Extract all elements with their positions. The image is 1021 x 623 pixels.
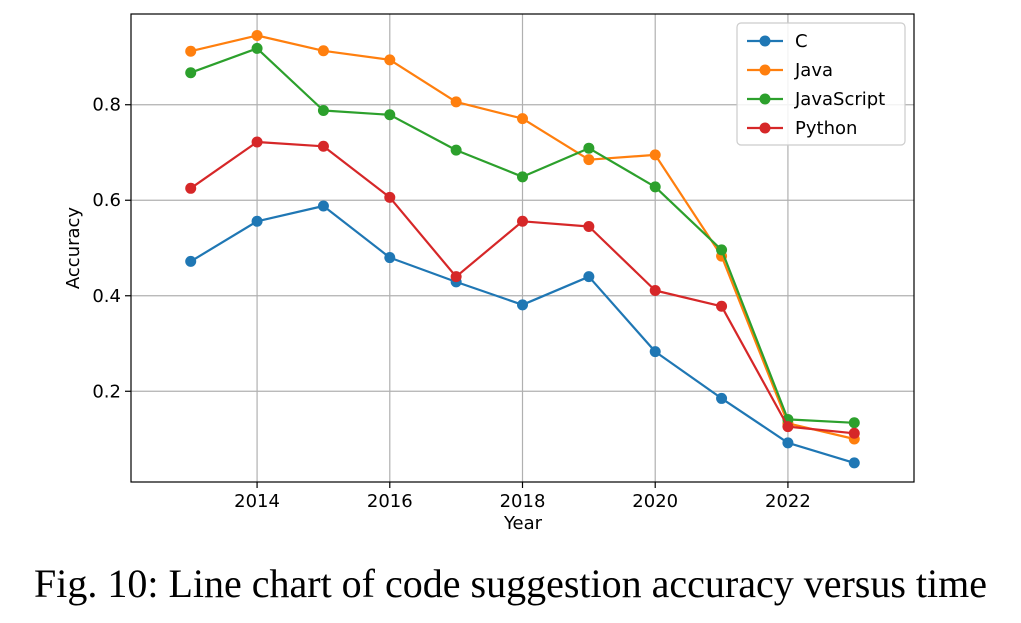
data-point-python — [450, 271, 462, 283]
data-point-python — [649, 285, 661, 297]
data-point-java — [450, 96, 462, 108]
data-point-python — [848, 427, 860, 439]
plot-area-frame — [130, 13, 915, 483]
data-point-python — [583, 221, 595, 233]
data-point-java — [517, 113, 528, 125]
data-point-c — [848, 457, 860, 469]
data-point-python — [517, 215, 528, 227]
data-point-javascript — [185, 67, 197, 79]
data-point-javascript — [450, 144, 462, 156]
legend-label: Java — [794, 60, 833, 81]
legend-label: C — [795, 31, 808, 52]
legend-swatch-marker — [759, 35, 771, 47]
legend-swatch-marker — [759, 64, 771, 76]
data-point-java — [583, 154, 595, 166]
data-point-c — [185, 255, 197, 267]
axes: 2014 2016 2018 2020 2022 0.2 0.4 0.6 0.8 — [92, 95, 810, 512]
data-point-c — [251, 215, 263, 227]
data-point-python — [317, 140, 329, 152]
x-tick-label: 2020 — [632, 491, 678, 512]
data-point-java — [251, 29, 263, 41]
x-tick-label: 2022 — [765, 491, 811, 512]
data-point-python — [782, 421, 794, 433]
series-lines — [185, 29, 860, 469]
data-point-python — [716, 300, 728, 312]
x-tick-label: 2014 — [234, 491, 280, 512]
data-point-java — [185, 45, 197, 57]
legend-box — [736, 22, 906, 146]
data-point-python — [251, 136, 263, 148]
legend-label: JavaScript — [794, 89, 885, 110]
data-point-c — [384, 252, 396, 264]
y-tick-label: 0.8 — [92, 95, 121, 116]
data-point-javascript — [251, 42, 263, 54]
data-point-javascript — [649, 181, 661, 193]
data-point-python — [384, 191, 396, 203]
data-point-javascript — [848, 417, 860, 429]
data-point-java — [384, 54, 396, 66]
data-point-c — [649, 346, 661, 358]
data-point-javascript — [517, 171, 528, 183]
line-chart: 2014 2016 2018 2020 2022 0.2 0.4 0.6 0.8 C Java Ja… — [63, 13, 915, 534]
x-tick-label: 2018 — [500, 491, 546, 512]
data-point-java — [649, 149, 661, 161]
data-point-javascript — [384, 109, 396, 121]
legend-swatch-marker — [759, 122, 771, 134]
data-point-c — [716, 392, 728, 404]
data-point-javascript — [716, 244, 728, 256]
data-point-java — [317, 45, 329, 57]
legend-label: Python — [795, 118, 857, 139]
figure-caption: Fig. 10: Line chart of code suggestion a… — [33, 561, 988, 606]
data-point-python — [185, 182, 197, 194]
y-axis-label: Accuracy — [63, 207, 84, 290]
y-tick-label: 0.4 — [92, 286, 121, 307]
x-tick-label: 2016 — [367, 491, 413, 512]
data-point-javascript — [583, 142, 595, 154]
y-tick-label: 0.2 — [92, 381, 121, 402]
data-point-c — [517, 299, 528, 311]
data-point-c — [782, 437, 794, 449]
legend-swatch-marker — [759, 93, 771, 105]
x-axis-label: Year — [503, 513, 543, 534]
y-tick-label: 0.6 — [92, 190, 121, 211]
legend: C Java JavaScript Python — [736, 22, 906, 146]
data-point-javascript — [317, 104, 329, 116]
data-point-c — [317, 200, 329, 212]
data-point-c — [583, 271, 595, 283]
